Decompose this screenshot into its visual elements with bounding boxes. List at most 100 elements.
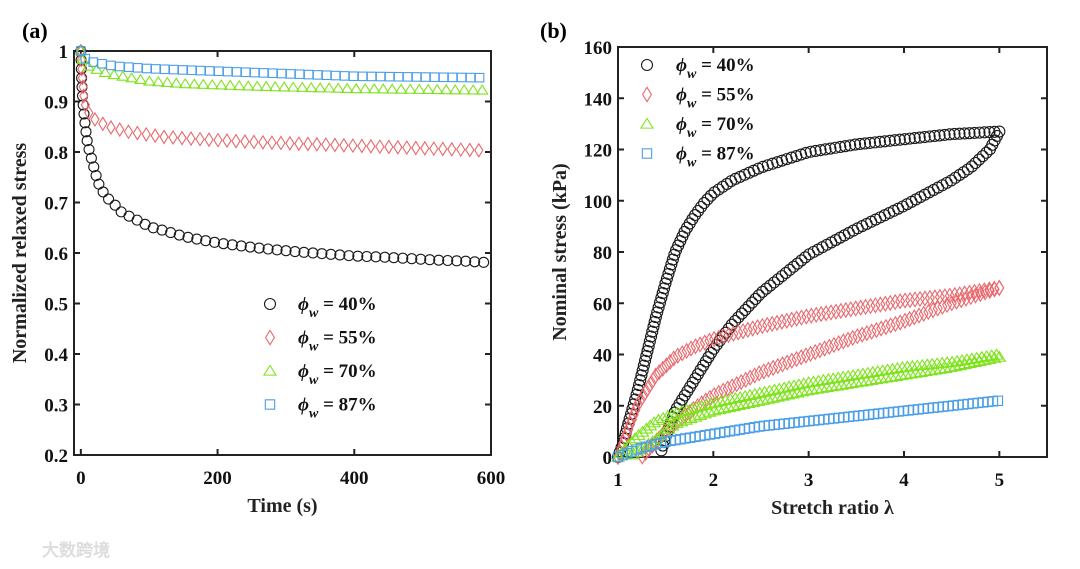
data-point: [718, 328, 729, 345]
legend-label: ϕw = 87%: [676, 144, 755, 171]
data-point: [742, 321, 753, 339]
data-point: [713, 329, 724, 346]
data-point: [795, 254, 808, 267]
data-point: [258, 68, 269, 78]
data-point: [160, 76, 174, 87]
data-point: [758, 363, 769, 380]
legend-label: ϕw = 55%: [676, 85, 755, 112]
data-point: [451, 255, 463, 267]
data-point: [268, 80, 282, 92]
data-point: [81, 60, 95, 71]
data-point: [474, 142, 484, 158]
data-point: [97, 58, 107, 69]
data-point: [412, 83, 426, 94]
data-point: [478, 256, 490, 268]
data-point: [918, 130, 931, 144]
data-point: [824, 142, 837, 155]
data-point: [698, 196, 711, 210]
data-point: [844, 139, 857, 152]
series-70: [610, 348, 1007, 462]
data-point: [731, 376, 742, 393]
data-point: [394, 83, 408, 94]
data-point: [767, 315, 778, 333]
data-point: [672, 347, 683, 364]
data-point: [465, 72, 476, 83]
data-point: [610, 450, 626, 462]
data-point: [677, 345, 688, 362]
data-point: [670, 406, 685, 418]
data-point: [969, 351, 984, 363]
data-point: [151, 75, 165, 87]
data-point: [77, 99, 89, 111]
data-point: [787, 260, 800, 273]
data-point: [909, 291, 921, 308]
data-point: [898, 133, 911, 146]
y-tick-label: 0.9: [44, 93, 68, 114]
data-point: [904, 291, 916, 309]
data-point: [650, 367, 661, 384]
data-point: [918, 305, 929, 322]
data-point: [123, 62, 134, 72]
data-point: [752, 289, 765, 302]
data-point: [627, 398, 640, 411]
x-tick-label: 5: [995, 470, 1005, 491]
data-point: [438, 72, 449, 83]
data-point: [796, 309, 807, 326]
data-point: [958, 127, 971, 140]
data-point: [811, 306, 822, 324]
data-point: [343, 250, 355, 262]
data-point: [783, 263, 796, 276]
data-point: [177, 130, 187, 146]
data-point: [222, 66, 233, 77]
data-point: [173, 229, 185, 241]
data-point: [643, 335, 656, 348]
data-point: [885, 294, 896, 312]
data-point: [795, 148, 808, 161]
data-point: [709, 330, 720, 348]
data-point: [303, 136, 313, 152]
data-point: [375, 139, 385, 155]
data-point: [689, 401, 704, 413]
data-point: [97, 186, 109, 198]
data-point: [964, 352, 979, 364]
data-point: [159, 64, 170, 75]
legend-marker: [264, 329, 276, 346]
data-point: [134, 73, 148, 84]
data-point: [286, 81, 300, 92]
data-point: [980, 146, 993, 159]
data-point: [424, 254, 436, 266]
data-point: [438, 141, 448, 157]
data-point: [280, 245, 292, 257]
data-point: [701, 193, 714, 206]
y-tick-label: 0.8: [44, 143, 68, 164]
data-point: [799, 146, 812, 160]
data-point: [222, 133, 232, 149]
data-point: [665, 408, 680, 420]
data-point: [632, 397, 643, 414]
data-point: [959, 353, 974, 365]
data-point: [749, 292, 762, 305]
data-point: [406, 253, 418, 265]
data-point: [839, 140, 852, 153]
data-point: [888, 134, 901, 147]
data-point: [107, 68, 121, 80]
data-point: [806, 307, 817, 324]
data-point: [929, 289, 940, 306]
data-point: [213, 66, 224, 77]
axes-box: [73, 50, 492, 456]
data-point: [322, 82, 336, 93]
data-point: [98, 66, 112, 77]
data-point: [186, 65, 197, 76]
data-point: [681, 342, 692, 360]
data-point: [141, 126, 151, 142]
data-point: [638, 354, 652, 367]
data-point: [740, 371, 751, 389]
data-point: [156, 224, 168, 236]
data-point: [904, 310, 915, 328]
data-point: [636, 364, 649, 377]
data-point: [647, 320, 660, 333]
data-point: [855, 299, 866, 316]
data-point: [668, 350, 679, 367]
data-point: [913, 307, 925, 324]
data-point: [635, 369, 648, 382]
